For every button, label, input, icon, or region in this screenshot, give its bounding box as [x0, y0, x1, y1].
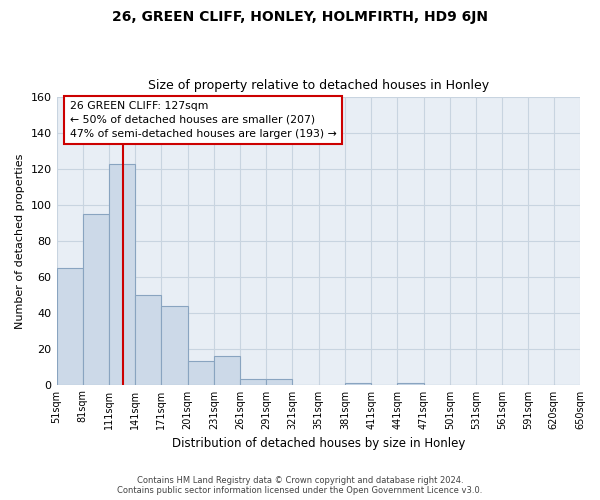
Bar: [345, 383, 371, 384]
Bar: [56, 268, 83, 384]
Bar: [188, 361, 214, 384]
Bar: [135, 295, 161, 384]
Text: 26 GREEN CLIFF: 127sqm
← 50% of detached houses are smaller (207)
47% of semi-de: 26 GREEN CLIFF: 127sqm ← 50% of detached…: [70, 101, 337, 139]
Bar: [214, 356, 240, 384]
Text: Contains HM Land Registry data © Crown copyright and database right 2024.
Contai: Contains HM Land Registry data © Crown c…: [118, 476, 482, 495]
Bar: [266, 379, 292, 384]
X-axis label: Distribution of detached houses by size in Honley: Distribution of detached houses by size …: [172, 437, 465, 450]
Bar: [109, 164, 135, 384]
Bar: [83, 214, 109, 384]
Title: Size of property relative to detached houses in Honley: Size of property relative to detached ho…: [148, 79, 489, 92]
Bar: [161, 306, 188, 384]
Bar: [397, 383, 424, 384]
Text: 26, GREEN CLIFF, HONLEY, HOLMFIRTH, HD9 6JN: 26, GREEN CLIFF, HONLEY, HOLMFIRTH, HD9 …: [112, 10, 488, 24]
Bar: [240, 379, 266, 384]
Y-axis label: Number of detached properties: Number of detached properties: [15, 154, 25, 328]
